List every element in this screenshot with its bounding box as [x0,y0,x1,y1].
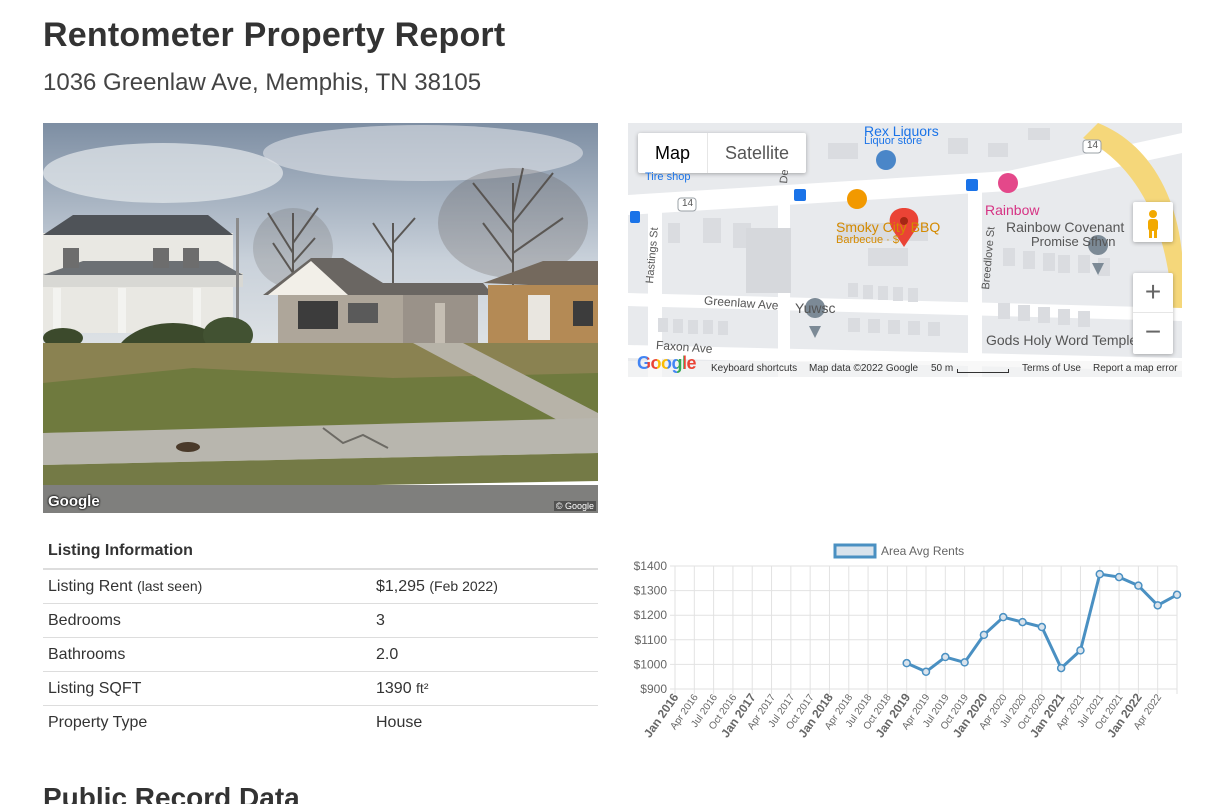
map-label-barbecue: Barbecue · $ [836,234,899,246]
map-label-rex-liquors: Rex Liquors [864,123,939,139]
map-type-control: Map Satellite [638,133,807,173]
map-label-liquor-store: Liquor store [864,135,923,147]
map-label-route-14: 14 [682,198,694,209]
row-key: Listing SQFT [48,679,142,697]
public-record-heading: Public Record Data [43,782,300,804]
google-map-logo: Google [637,353,697,373]
google-logo: Google [48,493,100,510]
map-label-yuwsc: Yuwsc [795,300,836,316]
row-key: Property Type [48,714,148,731]
pegman-button[interactable] [1133,202,1173,242]
map-data-text: Map data ©2022 Google [809,363,919,374]
row-value: $1,295 [376,577,425,595]
data-point [1076,646,1085,655]
keyboard-shortcuts-link[interactable]: Keyboard shortcuts [711,363,798,374]
data-point [998,612,1008,622]
chart-svg: Area Avg Rents $900 $1000 $1100 $1200 $1300 $1… [634,543,1182,740]
row-key: Bathrooms [48,645,126,663]
data-point [979,630,989,640]
data-point [941,652,950,662]
data-point [1095,569,1105,579]
y-tick-label: $1300 [634,584,668,598]
zoom-control: + − [1133,273,1173,354]
map-tab[interactable]: Map [638,133,709,173]
legend-label: Area Avg Rents [881,544,964,558]
row-value-note: (Feb 2022) [429,577,498,594]
map-label-rainbow-covenant: Rainbow Covenant [1006,219,1125,235]
map-label-rainbow: Rainbow [985,202,1040,218]
street-view-photo[interactable]: Google © Google [43,123,598,513]
y-tick-label: $900 [640,682,667,696]
data-point [1056,663,1066,673]
data-point [960,658,969,667]
table-row: Listing SQFT 1390 ft² [43,672,598,706]
data-point [1153,601,1162,610]
zoom-out-button[interactable]: − [1144,316,1162,347]
row-value: 3 [376,611,385,629]
map-label-gods-holy-word: Gods Holy Word Temple [986,332,1138,348]
data-point [1037,622,1047,632]
table-row: Bedrooms 3 [43,604,598,638]
house-photo-image [43,123,598,513]
data-point [1018,617,1027,627]
map-scale-label: 50 m [931,363,954,374]
map-label-route-14-east: 14 [1087,140,1099,151]
terms-of-use-link[interactable]: Terms of Use [1022,363,1081,374]
location-map[interactable]: Map Satellite Rex Liquors Liquor store T… [628,123,1182,377]
legend-swatch [833,543,877,559]
listing-heading: Listing Information [43,536,598,570]
row-key: Listing Rent [48,577,133,595]
map-footer: Keyboard shortcuts Map data ©2022 Google… [628,361,1182,377]
listing-information-table: Listing Information Listing Rent (last s… [43,536,598,740]
map-label-tire-shop: Tire shop [645,171,691,183]
zoom-in-button[interactable]: + [1133,273,1173,313]
row-value: 2.0 [376,645,399,663]
table-row: Bathrooms 2.0 [43,638,598,672]
data-point [1134,581,1143,590]
row-value: House [376,714,423,731]
satellite-tab[interactable]: Satellite [725,143,790,163]
map-label-smoky-city: Smoky City BBQ [836,219,941,235]
y-tick-label: $1400 [634,559,668,573]
pegman-icon [1148,210,1158,238]
data-point [921,667,931,677]
data-point [1114,572,1124,582]
property-address: 1036 Greenlaw Ave, Memphis, TN 38105 [43,69,482,96]
y-tick-label: $1100 [635,633,668,647]
report-map-error-link[interactable]: Report a map error [1093,363,1178,374]
area-avg-rents-chart: Area Avg Rents $900 $1000 $1100 $1200 $1300 $1… [628,540,1182,750]
row-key-note: (last seen) [136,577,203,594]
y-tick-label: $1200 [634,608,668,622]
data-point [1172,590,1182,600]
page-title: Rentometer Property Report [43,16,506,54]
row-key: Bedrooms [48,611,121,629]
map-scale-bar [957,369,1009,373]
map-label-promise: Promise Sfhvn [1031,234,1116,249]
row-value: 1390 [376,679,412,697]
y-tick-label: $1000 [634,657,668,671]
table-row: Property Type House [43,706,598,740]
row-value-unit: ft² [416,679,429,696]
data-point [902,658,911,668]
photo-copyright: © Google [553,501,596,511]
map-label-d-street: De [778,168,792,185]
table-row: Listing Rent (last seen) $1,295 (Feb 202… [43,570,598,604]
